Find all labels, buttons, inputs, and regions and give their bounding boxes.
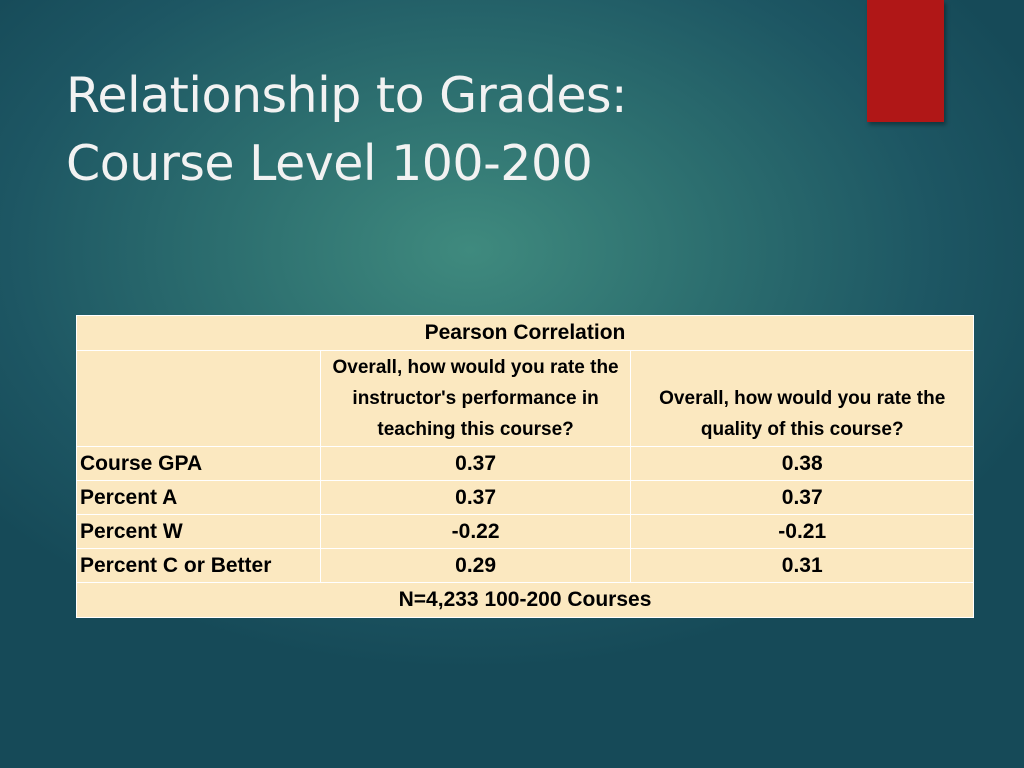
value-course-quality: 0.37: [630, 480, 974, 515]
slide-title-line-2: Course Level 100-200: [66, 135, 593, 192]
value-course-quality: 0.38: [630, 446, 974, 481]
slide-title: Relationship to Grades: Course Level 100…: [66, 62, 628, 198]
empty-corner-cell: [76, 350, 321, 447]
row-label: Percent W: [76, 514, 321, 549]
question-course-quality: Overall, how would you rate the quality …: [630, 350, 974, 447]
value-instructor: 0.29: [319, 548, 632, 583]
table-row: Percent W -0.22 -0.21: [76, 514, 974, 549]
table-header: Pearson Correlation: [76, 315, 974, 351]
value-course-quality: 0.31: [630, 548, 974, 583]
table-row: Percent A 0.37 0.37: [76, 480, 974, 515]
table-footer: N=4,233 100-200 Courses: [76, 582, 974, 618]
row-label: Course GPA: [76, 446, 321, 481]
row-label: Percent C or Better: [76, 548, 321, 583]
value-instructor: 0.37: [319, 480, 632, 515]
slide-title-line-1: Relationship to Grades:: [66, 67, 628, 124]
table-row: Percent C or Better 0.29 0.31: [76, 548, 974, 583]
row-label: Percent A: [76, 480, 321, 515]
table-header-row: Pearson Correlation: [76, 315, 974, 351]
question-row: Overall, how would you rate the instruct…: [76, 350, 974, 447]
accent-bar: [867, 0, 944, 122]
value-instructor: 0.37: [319, 446, 632, 481]
correlation-table: Pearson Correlation Overall, how would y…: [76, 315, 974, 618]
value-course-quality: -0.21: [630, 514, 974, 549]
table-footer-row: N=4,233 100-200 Courses: [76, 582, 974, 618]
table-row: Course GPA 0.37 0.38: [76, 446, 974, 481]
question-instructor: Overall, how would you rate the instruct…: [319, 350, 632, 447]
value-instructor: -0.22: [319, 514, 632, 549]
